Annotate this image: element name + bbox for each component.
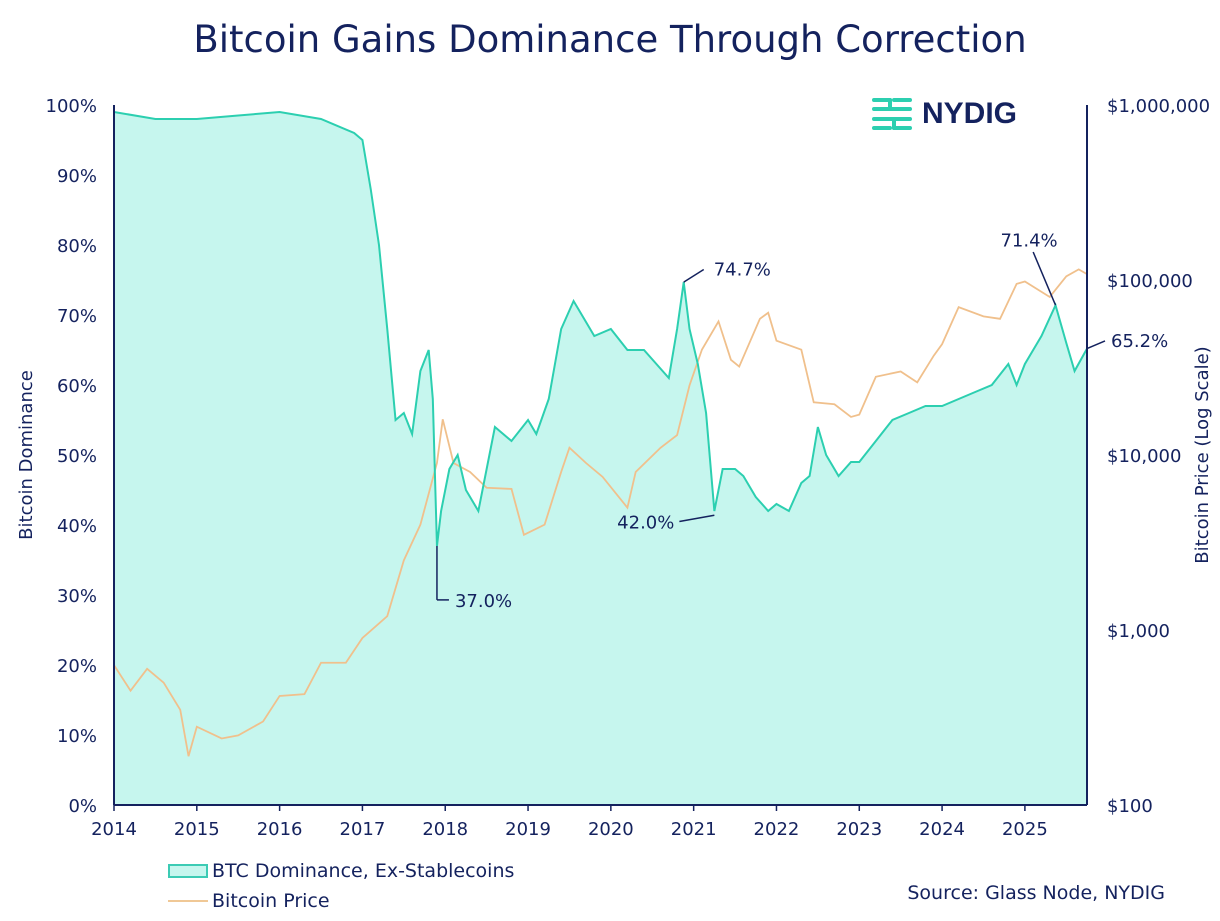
x-tick-label: 2023 (836, 819, 882, 840)
dominance-line (113, 110, 1088, 547)
nydig-logo-text: NYDIG (922, 97, 1018, 130)
legend-label-dominance: BTC Dominance, Ex-Stablecoins (212, 860, 515, 882)
y-tick-label: 40% (57, 516, 97, 537)
y-tick-label: 100% (46, 96, 97, 117)
legend-swatch-price (168, 900, 208, 902)
y-axis-label: Bitcoin Dominance (16, 370, 37, 540)
annotation-leader (683, 268, 705, 283)
annotation-label: 65.2% (1111, 331, 1168, 352)
x-tick-label: 2014 (91, 819, 137, 840)
source-note: Source: Glass Node, NYDIG (907, 882, 1165, 904)
y2-axis-label: Bitcoin Price (Log Scale) (1192, 346, 1213, 563)
y2-tick-label: $1,000,000 (1107, 96, 1210, 117)
x-tick-label: 2020 (588, 819, 634, 840)
annotation-label: 74.7% (714, 260, 771, 281)
x-tick-label: 2019 (505, 819, 551, 840)
y-tick-label: 50% (57, 446, 97, 467)
y-tick-label: 0% (68, 796, 97, 817)
y2-tick-label: $100 (1107, 796, 1153, 817)
y2-tick-label: $100,000 (1107, 271, 1193, 292)
y-tick-label: 70% (57, 306, 97, 327)
legend-item-dominance: BTC Dominance, Ex-Stablecoins (168, 860, 514, 882)
x-tick-label: 2015 (174, 819, 220, 840)
y-tick-label: 10% (57, 726, 97, 747)
annotation-label: 37.0% (455, 591, 512, 612)
y-tick-label: 60% (57, 376, 97, 397)
x-tick-label: 2016 (257, 819, 303, 840)
legend-swatch-dominance (168, 864, 208, 878)
nydig-logo-icon (872, 98, 912, 130)
x-tick-label: 2018 (422, 819, 468, 840)
price-line (113, 268, 1088, 757)
x-tick-label: 2025 (1002, 819, 1048, 840)
annotation-leader (1086, 340, 1106, 350)
y2-tick-label: $1,000 (1107, 621, 1170, 642)
x-tick-label: 2017 (340, 819, 386, 840)
legend-label-price: Bitcoin Price (212, 890, 330, 912)
dominance-area (114, 112, 1087, 805)
legend-item-price: Bitcoin Price (168, 890, 330, 912)
x-tick-label: 2022 (754, 819, 800, 840)
y-tick-label: 90% (57, 166, 97, 187)
annotation-leader (1032, 251, 1057, 306)
annotation-leader (679, 514, 715, 523)
nydig-logo: NYDIG (870, 96, 1017, 132)
annotation-label: 42.0% (617, 513, 674, 534)
x-tick-label: 2024 (919, 819, 965, 840)
y2-tick-label: $10,000 (1107, 446, 1181, 467)
y-tick-label: 30% (57, 586, 97, 607)
y-tick-label: 80% (57, 236, 97, 257)
x-tick-label: 2021 (671, 819, 717, 840)
chart-title: Bitcoin Gains Dominance Through Correcti… (193, 18, 1027, 61)
annotation-label: 71.4% (1000, 230, 1057, 251)
y-tick-label: 20% (57, 656, 97, 677)
